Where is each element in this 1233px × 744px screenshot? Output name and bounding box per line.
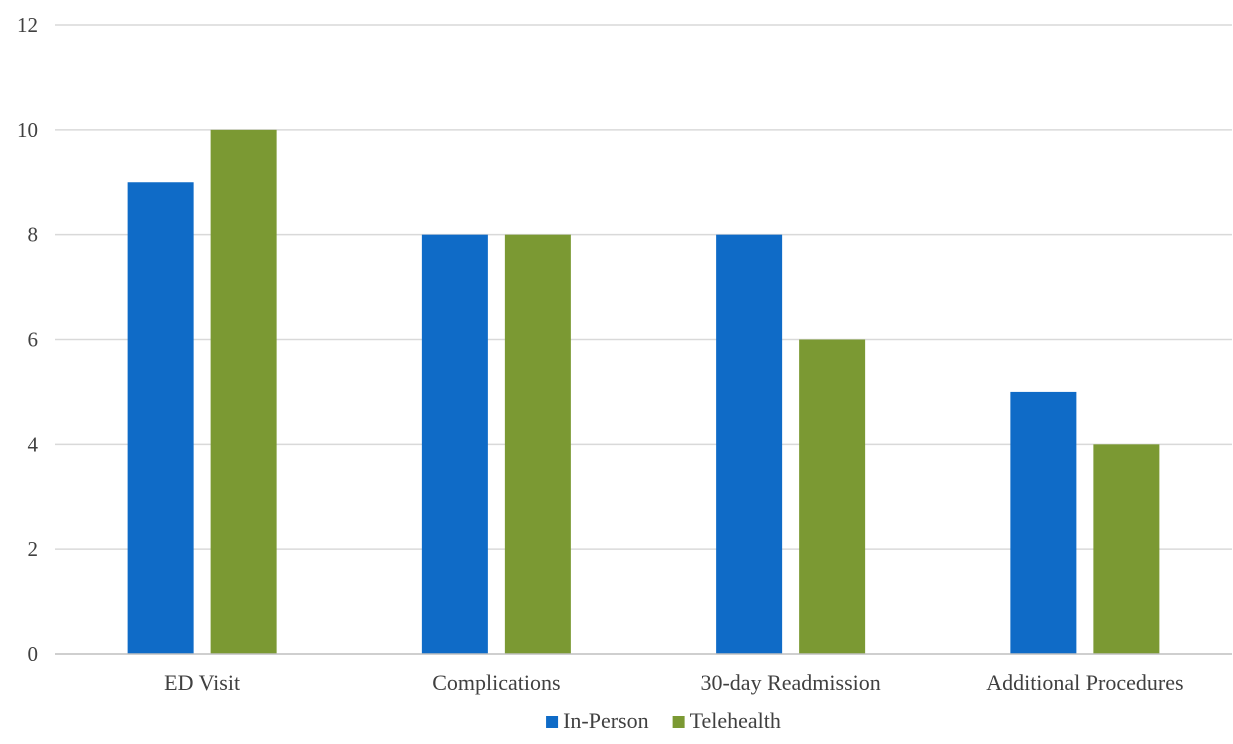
x-axis: ED Visit Complications 30-day Readmission A…	[55, 653, 1232, 695]
bars	[127, 129, 1160, 655]
y-tick-label-6: 6	[28, 328, 39, 352]
legend: In-Person Telehealth	[546, 708, 781, 733]
y-axis-ticks: 0 2 4 6 8 10 12	[17, 13, 39, 666]
bar-telehealth-additional-procedures	[1093, 444, 1160, 654]
bar-telehealth-ed-visit	[210, 129, 277, 655]
bar-in-person-30-day-readmission	[716, 234, 783, 654]
x-category-label: Additional Procedures	[986, 670, 1183, 695]
y-tick-label-8: 8	[28, 223, 39, 247]
legend-label: Telehealth	[690, 708, 781, 733]
legend-label: In-Person	[563, 708, 649, 733]
legend-swatch	[672, 716, 685, 728]
legend-swatch	[546, 716, 559, 728]
bar-telehealth-30-day-readmission	[799, 339, 866, 654]
x-category-label: ED Visit	[164, 670, 240, 695]
y-tick-label-10: 10	[17, 118, 38, 142]
bar-in-person-additional-procedures	[1010, 391, 1077, 654]
x-category-label: 30-day Readmission	[700, 670, 880, 695]
y-tick-label-0: 0	[28, 642, 39, 666]
bar-in-person-ed-visit	[127, 182, 194, 654]
bar-telehealth-complications	[504, 234, 571, 654]
y-tick-label-2: 2	[28, 537, 39, 561]
y-tick-label-12: 12	[17, 13, 38, 37]
bar-in-person-complications	[421, 234, 488, 654]
legend-item-in-person: In-Person	[546, 708, 649, 733]
x-category-label: Complications	[432, 670, 560, 695]
y-tick-label-4: 4	[28, 432, 39, 456]
legend-item-telehealth: Telehealth	[672, 708, 781, 733]
